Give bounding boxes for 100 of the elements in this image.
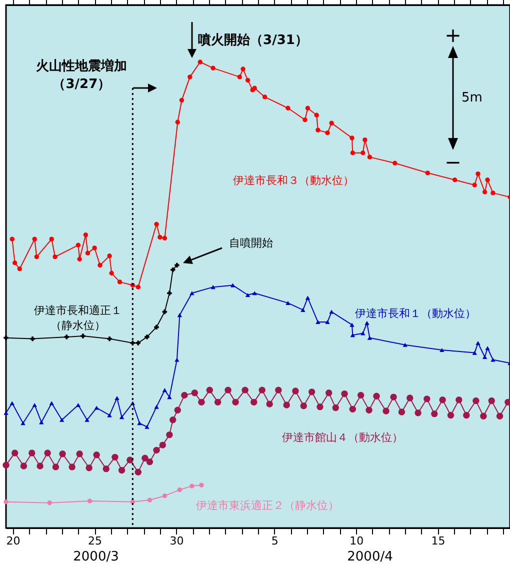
series-label: 伊達市東浜適正２（静水位） [196,499,339,512]
point [350,333,356,338]
x-tick-label: 5 [271,534,278,548]
point [350,136,354,140]
point [452,178,458,182]
point [482,354,488,360]
point [167,395,172,400]
point [34,254,39,260]
point [490,358,496,362]
point [107,254,112,258]
point [87,498,92,504]
point [188,74,192,80]
point [362,137,368,142]
point [109,270,114,276]
point [154,324,159,330]
point [482,190,488,194]
point [179,98,184,103]
series-label: 伊達市長和適正１（静水位） [34,304,122,332]
point [167,290,172,296]
point [92,246,97,250]
point [286,106,290,110]
x-tick-label: 10 [350,534,364,548]
point [485,178,490,182]
point [314,112,319,118]
point [136,284,140,290]
text: + [444,23,462,47]
point [32,236,37,242]
series-label: 伊達市館山４（動水位） [282,431,403,444]
point [360,150,366,156]
ref-line-label: 火山性地震増加（3/27） [35,58,128,92]
point [47,500,52,506]
point [170,267,176,272]
point [49,236,54,242]
point [76,402,81,408]
point [144,334,150,340]
point [350,322,354,327]
point [190,484,194,488]
point [316,128,320,132]
point [367,336,372,340]
point [64,334,69,340]
point [174,358,180,362]
point [329,120,334,126]
point [262,94,268,100]
x-tick-label: 30 [170,534,184,548]
point [364,320,370,325]
point [177,487,182,492]
text: 2000/3 [73,550,119,564]
point [316,320,320,324]
point [425,170,430,176]
point [329,310,334,314]
annotation: − [444,150,462,174]
point [10,236,14,242]
point [162,494,168,498]
point [392,160,398,166]
text: 噴火開始（3/31） [198,32,308,49]
point [80,334,86,338]
point [158,234,162,240]
annotation: 自噴開始 [229,236,273,250]
point [210,285,216,290]
point [305,106,310,110]
point [199,482,204,488]
point [10,401,14,406]
point [286,300,290,305]
series-label: 伊達市長和１（動水位） [355,307,476,320]
point [175,120,180,124]
point [210,66,216,70]
point [440,348,444,352]
point [85,250,90,256]
point [52,254,58,260]
point [4,410,8,415]
point [174,262,180,268]
point [114,396,120,400]
point [305,296,310,300]
point [76,242,81,248]
point [94,406,99,410]
point [245,292,250,298]
annotation: 5m [462,90,482,106]
point [472,350,477,355]
point [98,262,102,268]
point [12,260,18,266]
point [325,320,330,324]
point [300,308,306,312]
point [350,150,356,156]
point [490,190,496,196]
point [154,222,159,227]
point [136,340,140,346]
point [154,404,159,409]
point [4,336,8,340]
point [107,413,112,418]
point [245,78,250,83]
point [77,256,82,262]
point [476,172,480,176]
x-tick-label: 15 [431,534,446,548]
point [367,154,372,160]
point [177,313,182,318]
point [84,418,90,422]
point [325,130,330,136]
point [237,74,242,80]
point [472,182,477,188]
x-tick-label: 25 [88,534,102,548]
